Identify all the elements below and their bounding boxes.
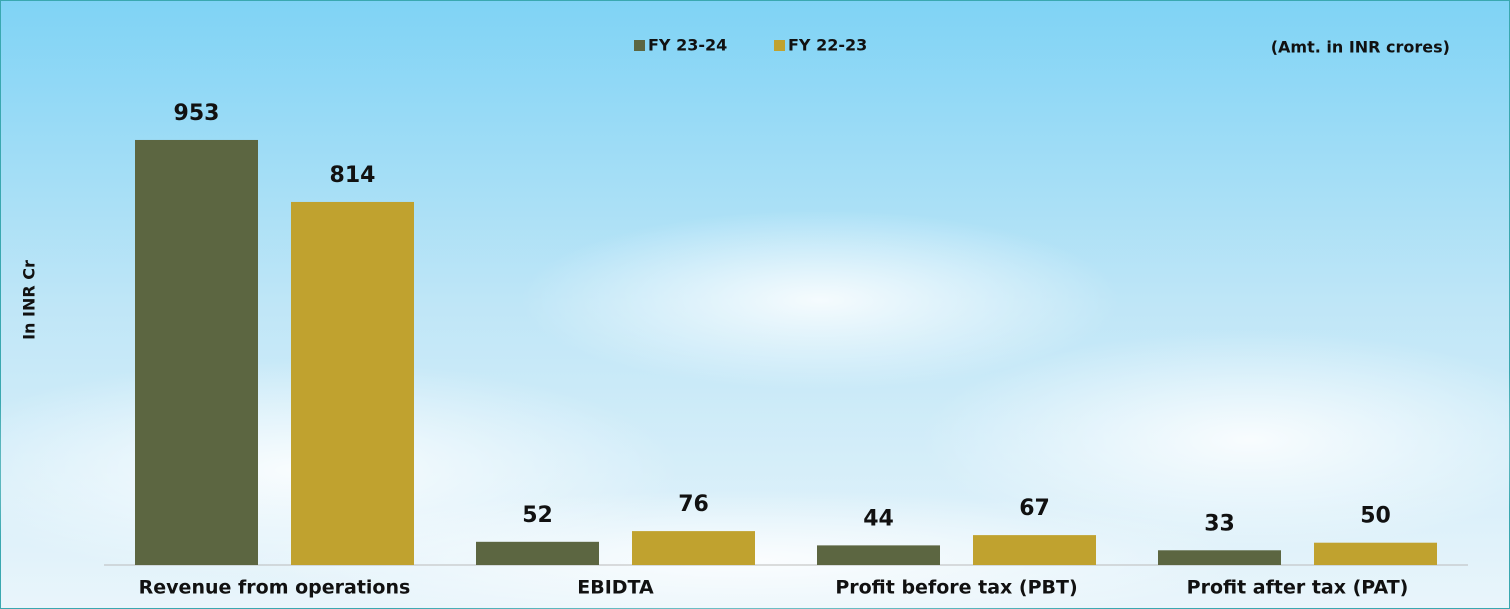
x-tick-label: Profit after tax (PAT): [1187, 577, 1409, 599]
data-label: 67: [1019, 496, 1050, 521]
y-axis-label: In INR Cr: [20, 260, 39, 340]
bar: [291, 201, 414, 565]
data-label: 52: [522, 503, 553, 528]
bar: [1158, 550, 1281, 565]
bar: [973, 535, 1096, 565]
x-tick-label: EBIDTA: [577, 577, 654, 599]
x-tick-label: Revenue from operations: [139, 577, 411, 599]
legend-swatch: [774, 40, 785, 51]
data-label: 50: [1360, 504, 1391, 529]
bar: [632, 531, 755, 565]
cloud: [520, 210, 1120, 390]
bar: [135, 139, 258, 565]
x-tick-label: Profit before tax (PBT): [835, 577, 1077, 599]
bar: [476, 541, 599, 565]
legend-label: FY 22-23: [788, 36, 867, 55]
note: (Amt. in INR crores): [1271, 38, 1450, 57]
data-label: 33: [1204, 511, 1235, 536]
bar: [817, 545, 940, 565]
data-label: 953: [174, 101, 220, 126]
data-label: 814: [330, 163, 376, 188]
data-label: 76: [678, 492, 709, 517]
data-label: 44: [863, 506, 894, 531]
cloud: [920, 330, 1510, 550]
legend-label: FY 23-24: [648, 36, 727, 55]
bar: [1314, 542, 1437, 565]
legend-swatch: [634, 40, 645, 51]
